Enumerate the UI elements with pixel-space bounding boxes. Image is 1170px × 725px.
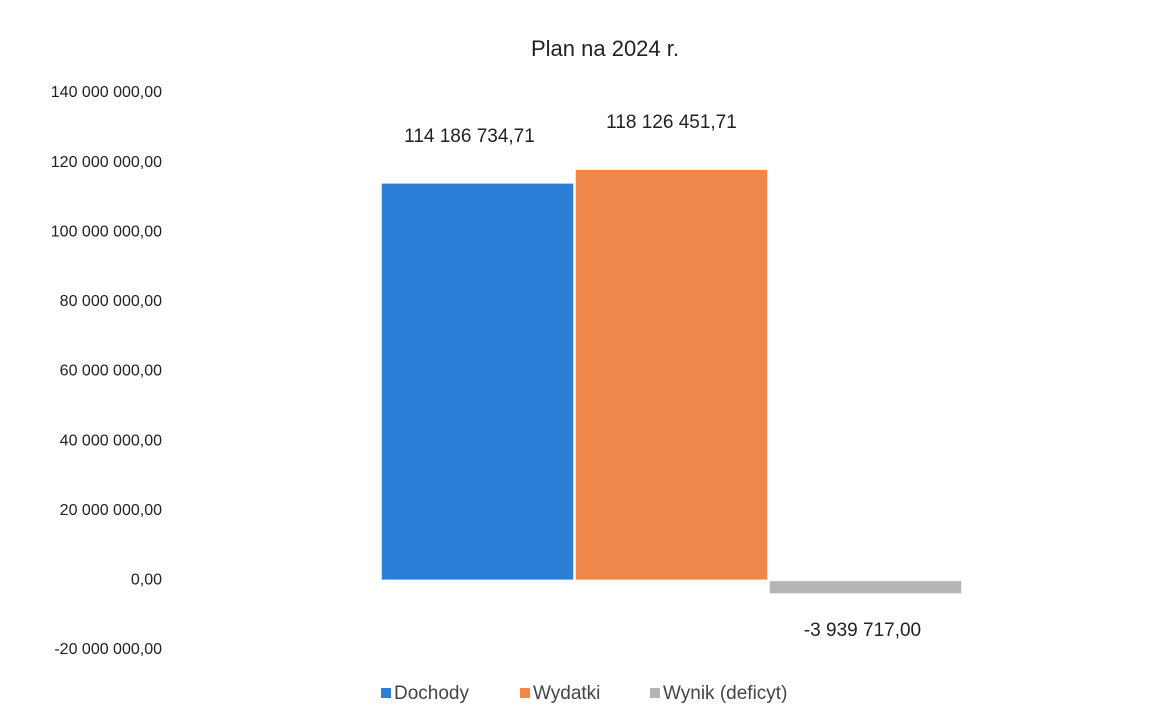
bar [380, 182, 575, 582]
legend-swatch [381, 688, 391, 698]
bar [768, 579, 963, 595]
y-tick-label: 40 000 000,00 [60, 432, 162, 449]
y-tick-label: 0,00 [131, 572, 162, 589]
y-tick-label: 60 000 000,00 [60, 363, 162, 380]
y-tick-label: -20 000 000,00 [54, 641, 162, 658]
y-tick-label: 140 000 000,00 [51, 84, 162, 101]
legend-label: Wynik (deficyt) [663, 683, 787, 704]
legend-swatch [650, 688, 660, 698]
y-tick-label: 20 000 000,00 [60, 502, 162, 519]
y-tick-label: 80 000 000,00 [60, 293, 162, 310]
chart-title: Plan na 2024 r. [531, 36, 679, 61]
y-tick-label: 100 000 000,00 [51, 223, 162, 240]
legend-label: Dochody [394, 683, 469, 704]
legend-label: Wydatki [533, 683, 600, 704]
value-label: 118 126 451,71 [606, 112, 737, 133]
bar [574, 168, 769, 582]
y-tick-label: 120 000 000,00 [51, 154, 162, 171]
value-label: -3 939 717,00 [804, 620, 921, 641]
legend-swatch [520, 688, 530, 698]
value-label: 114 186 734,71 [404, 126, 535, 147]
